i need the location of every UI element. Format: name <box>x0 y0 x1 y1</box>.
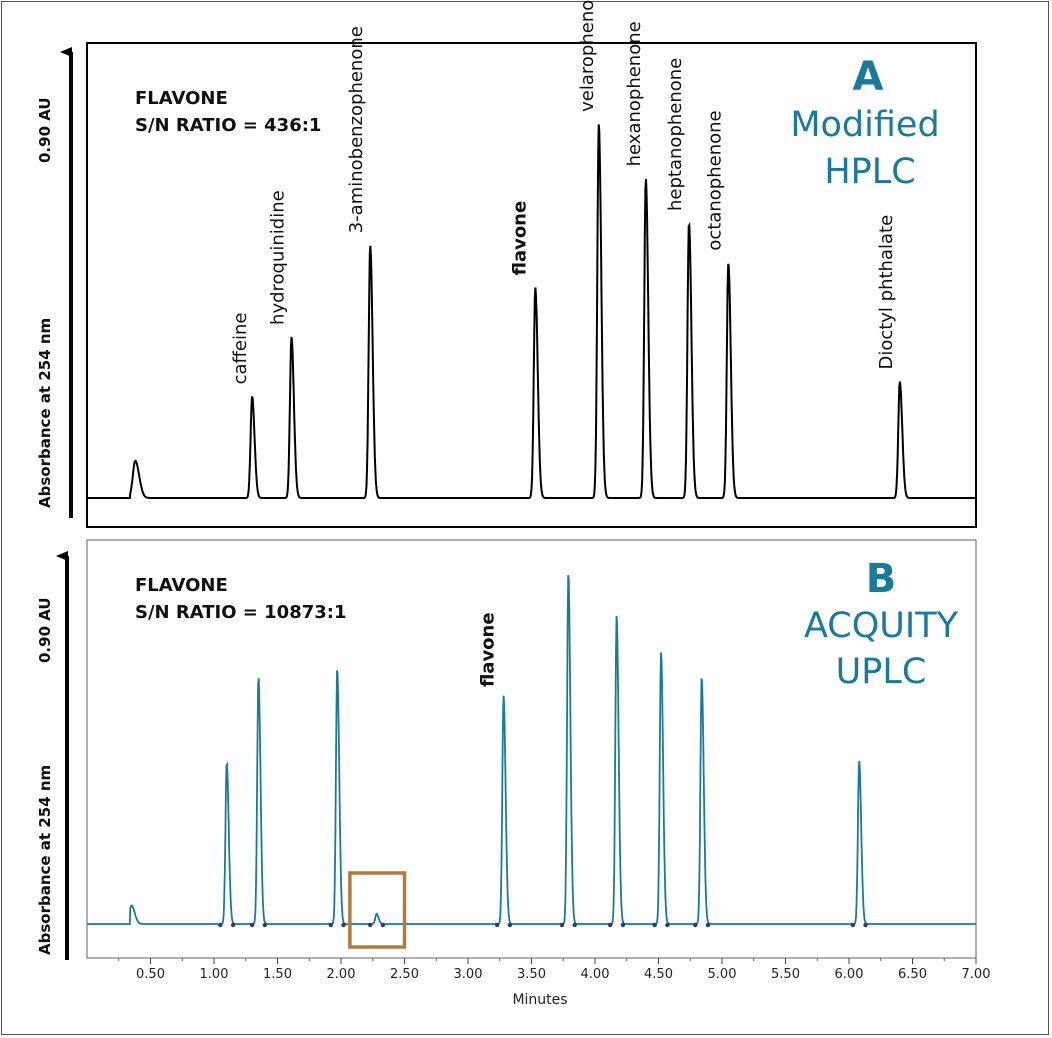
integration-marker <box>693 922 698 928</box>
y-axis-label-b: Absorbance at 254 nm <box>36 765 54 955</box>
peak-label-dioctyl-phthalate: Dioctyl phthalate <box>876 215 897 370</box>
chromatogram-trace-b <box>87 574 976 925</box>
system-name-a-line1: Modified <box>790 105 939 145</box>
x-axis-label: Minutes <box>512 992 567 1008</box>
integration-markers-b <box>218 922 868 928</box>
x-tick-label: 4.50 <box>644 967 673 982</box>
x-tick-label: 6.50 <box>898 967 927 982</box>
x-tick-label: 7.00 <box>962 967 991 982</box>
x-tick-label: 5.00 <box>708 967 737 982</box>
x-tick-label: 3.50 <box>517 967 546 982</box>
integration-marker <box>665 922 670 928</box>
peak-label-octanophenone: octanophenone <box>704 110 725 250</box>
peak-labels-b: flavone <box>478 612 499 687</box>
peak-label-heptanophenone: heptanophenone <box>665 58 686 211</box>
x-tick-label: 3.00 <box>454 967 483 982</box>
annotation-flavone-a: FLAVONE <box>135 88 228 109</box>
integration-marker <box>380 922 386 928</box>
x-tick-label: 1.00 <box>200 967 229 982</box>
integration-marker <box>368 922 373 928</box>
panel-letter-b: B <box>866 556 897 602</box>
integration-marker <box>262 922 267 928</box>
y-scale-label-b: 0.90 AU <box>36 597 54 663</box>
peak-label-caffeine: caffeine <box>230 313 251 385</box>
peak-label-flavone: flavone <box>509 201 530 276</box>
annotation-sn-ratio-a: S/N RATIO = 436:1 <box>135 115 321 136</box>
x-axis-ticks: 0.50 1.00 1.50 2.00 2.50 3.00 3.50 4.00 4.50 5.00… <box>118 958 991 982</box>
y-scale-label-a: 0.90 AU <box>36 97 54 163</box>
plot-area-a <box>86 42 977 528</box>
system-name-b-line1: ACQUITY <box>804 606 959 646</box>
integration-marker <box>608 922 613 928</box>
integration-marker <box>705 922 711 928</box>
integration-marker <box>863 922 868 928</box>
x-tick-label: 1.50 <box>263 967 292 982</box>
x-tick-label: 0.50 <box>136 967 165 982</box>
integration-marker <box>230 922 236 928</box>
highlight-box <box>348 871 407 949</box>
peak-label-flavone: flavone <box>478 612 499 687</box>
annotation-sn-ratio-b: S/N RATIO = 10873:1 <box>135 602 347 623</box>
x-tick-label: 4.00 <box>581 967 610 982</box>
integration-marker <box>620 922 626 928</box>
x-tick-label: 5.50 <box>771 967 800 982</box>
integration-marker <box>328 922 333 928</box>
panel-b: Absorbance at 254 nm 0.90 AU FLAVONE S/N… <box>36 539 991 1008</box>
peak-label-hydroquinidine: hydroquinidine <box>267 190 288 325</box>
integration-marker <box>249 922 255 928</box>
integration-marker <box>218 922 223 928</box>
integration-marker <box>559 922 565 928</box>
peak-label-3-aminobenzophenone: 3-aminobenzophenone <box>346 26 367 233</box>
integration-marker <box>507 922 513 928</box>
annotation-flavone-b: FLAVONE <box>135 575 228 596</box>
y-axis-label-a: Absorbance at 254 nm <box>36 318 54 508</box>
panel-letter-a: A <box>853 54 884 100</box>
integration-marker <box>341 922 346 928</box>
system-name-a-line2: HPLC <box>824 152 915 192</box>
chromatogram-trace-a <box>87 124 976 499</box>
integration-marker <box>652 922 657 928</box>
integration-marker <box>572 922 577 928</box>
integration-marker <box>850 922 855 928</box>
integration-marker <box>495 922 500 928</box>
x-tick-label: 2.00 <box>327 967 356 982</box>
x-tick-label: 2.50 <box>390 967 419 982</box>
peak-labels-a: caffeine hydroquinidine 3-aminobenzophenon… <box>230 0 897 384</box>
x-tick-label: 6.00 <box>835 967 864 982</box>
system-name-b-line2: UPLC <box>836 652 927 692</box>
peak-label-velarophenone: velarophenone <box>577 0 598 112</box>
panel-a: Absorbance at 254 nm 0.90 AU FLAVONE S/N… <box>36 0 977 528</box>
peak-label-hexanophenone: hexanophenone <box>624 21 645 166</box>
